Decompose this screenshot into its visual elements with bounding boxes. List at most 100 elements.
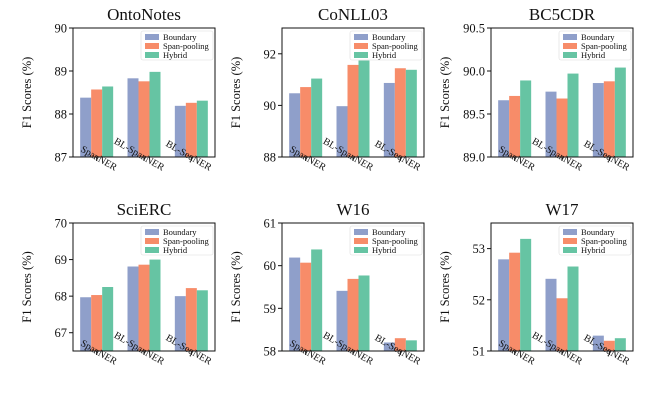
bar-span-pooling-spanner xyxy=(509,252,521,351)
y-tick-label: 90 xyxy=(55,22,68,36)
bar-hybrid-bl-seqner xyxy=(196,100,208,157)
legend-label-span-pooling: Span-pooling xyxy=(372,236,419,246)
bar-span-pooling-bl-seqner xyxy=(603,340,615,351)
bar-boundary-bl-seqner xyxy=(383,82,395,157)
legend-swatch-hybrid xyxy=(145,247,159,253)
bar-span-pooling-spanner xyxy=(509,95,521,157)
bar-span-pooling-bl-spanner xyxy=(138,264,150,351)
y-tick-label: 88 xyxy=(55,108,68,122)
bar-boundary-spanner xyxy=(498,100,510,157)
bar-hybrid-spanner xyxy=(102,86,114,157)
bar-span-pooling-bl-seqner xyxy=(603,81,615,157)
bar-span-pooling-bl-spanner xyxy=(347,64,359,157)
legend-label-span-pooling: Span-pooling xyxy=(163,236,210,246)
bar-span-pooling-bl-spanner xyxy=(556,298,568,351)
bar-hybrid-bl-spanner xyxy=(358,275,370,351)
legend-label-boundary: Boundary xyxy=(372,32,406,42)
legend-label-hybrid: Hybrid xyxy=(372,50,397,60)
bar-hybrid-bl-spanner xyxy=(149,71,161,157)
legend-label-boundary: Boundary xyxy=(163,32,197,42)
y-tick-label: 89 xyxy=(55,65,68,79)
y-axis-label: F1 Scores (%) xyxy=(229,251,243,323)
legend-label-span-pooling: Span-pooling xyxy=(163,41,210,51)
bar-hybrid-spanner xyxy=(311,78,323,157)
bar-span-pooling-bl-spanner xyxy=(556,98,568,157)
y-tick-label: 52 xyxy=(473,293,486,307)
y-tick-label: 90.0 xyxy=(463,65,485,79)
bar-hybrid-bl-seqner xyxy=(614,338,626,351)
bar-hybrid-bl-spanner xyxy=(149,259,161,351)
legend-label-span-pooling: Span-pooling xyxy=(581,236,628,246)
legend-label-hybrid: Hybrid xyxy=(163,50,188,60)
y-tick-label: 88 xyxy=(264,151,277,165)
y-tick-label: 89.0 xyxy=(463,151,485,165)
legend-swatch-boundary xyxy=(145,34,159,40)
legend-label-hybrid: Hybrid xyxy=(581,245,606,255)
bar-hybrid-bl-seqner xyxy=(405,69,417,157)
bar-hybrid-bl-seqner xyxy=(196,290,208,351)
bar-span-pooling-spanner xyxy=(300,262,312,351)
y-tick-label: 92 xyxy=(264,47,277,61)
bar-boundary-bl-seqner xyxy=(592,335,604,351)
panel-title: SciERC xyxy=(117,200,172,219)
legend-swatch-hybrid xyxy=(563,247,577,253)
y-axis-label: F1 Scores (%) xyxy=(20,251,34,323)
legend-swatch-boundary xyxy=(354,229,368,235)
bar-hybrid-bl-spanner xyxy=(358,60,370,158)
legend-label-hybrid: Hybrid xyxy=(372,245,397,255)
bar-span-pooling-bl-seqner xyxy=(185,102,197,157)
legend-swatch-boundary xyxy=(563,34,577,40)
panel-title: OntoNotes xyxy=(107,5,181,24)
bar-span-pooling-bl-spanner xyxy=(347,278,359,351)
legend-label-span-pooling: Span-pooling xyxy=(581,41,628,51)
bar-hybrid-spanner xyxy=(102,287,114,351)
y-tick-label: 90 xyxy=(264,99,277,113)
bar-span-pooling-bl-spanner xyxy=(138,81,150,157)
bar-hybrid-bl-seqner xyxy=(405,340,417,351)
bar-span-pooling-bl-seqner xyxy=(394,338,406,351)
y-tick-label: 67 xyxy=(55,326,68,340)
bar-boundary-spanner xyxy=(289,93,301,157)
legend-label-hybrid: Hybrid xyxy=(163,245,188,255)
panel-title: CoNLL03 xyxy=(318,5,388,24)
legend-swatch-hybrid xyxy=(354,52,368,58)
legend-swatch-span-pooling xyxy=(563,238,577,244)
bar-boundary-bl-spanner xyxy=(127,78,139,157)
bar-boundary-spanner xyxy=(80,297,92,351)
bar-boundary-bl-seqner xyxy=(174,105,186,157)
bar-boundary-bl-spanner xyxy=(336,106,348,157)
y-axis-label: F1 Scores (%) xyxy=(438,57,452,129)
y-tick-label: 68 xyxy=(55,290,68,304)
legend-swatch-span-pooling xyxy=(354,43,368,49)
bar-boundary-bl-spanner xyxy=(545,91,557,157)
bar-span-pooling-spanner xyxy=(300,87,312,157)
bar-boundary-bl-spanner xyxy=(336,290,348,351)
legend-label-boundary: Boundary xyxy=(372,227,406,237)
legend-label-boundary: Boundary xyxy=(581,32,615,42)
bar-hybrid-spanner xyxy=(311,249,323,351)
legend-label-hybrid: Hybrid xyxy=(581,50,606,60)
y-tick-label: 89.5 xyxy=(463,108,485,122)
bar-boundary-bl-spanner xyxy=(545,278,557,351)
bar-hybrid-bl-seqner xyxy=(614,67,626,157)
y-tick-label: 60 xyxy=(264,259,277,273)
bar-boundary-spanner xyxy=(289,257,301,351)
y-tick-label: 53 xyxy=(473,242,486,256)
y-tick-label: 70 xyxy=(55,217,68,231)
legend-label-boundary: Boundary xyxy=(163,227,197,237)
legend-swatch-span-pooling xyxy=(145,43,159,49)
legend-swatch-span-pooling xyxy=(145,238,159,244)
y-tick-label: 90.5 xyxy=(463,22,485,36)
y-tick-label: 59 xyxy=(264,302,277,316)
legend-label-boundary: Boundary xyxy=(581,227,615,237)
bar-boundary-bl-spanner xyxy=(127,266,139,351)
